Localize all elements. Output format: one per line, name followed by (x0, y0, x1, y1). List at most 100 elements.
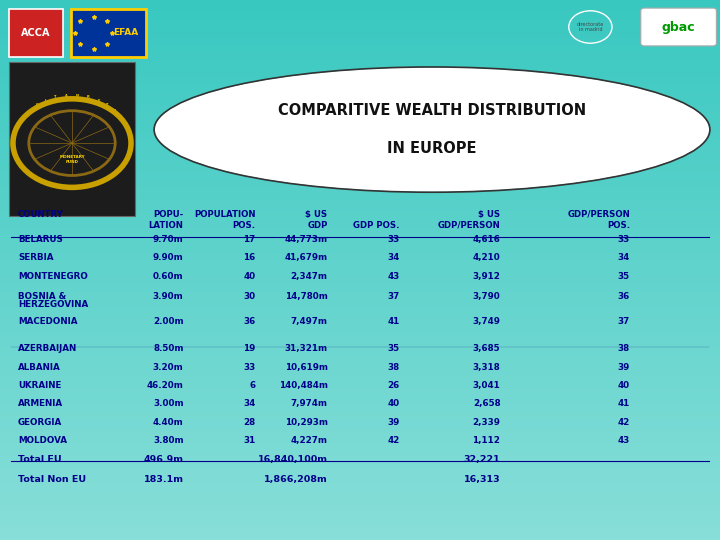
Text: 40: 40 (243, 272, 256, 281)
Bar (0, 500, 720, 502)
Bar (0, 221, 720, 224)
Text: directorate
in madrid: directorate in madrid (577, 22, 604, 32)
Bar (0, 3, 720, 5)
Bar (0, 73, 720, 76)
Text: 31: 31 (243, 436, 256, 445)
Text: MOLDOVA: MOLDOVA (18, 436, 67, 445)
Text: N: N (76, 94, 79, 98)
Bar (0, 170, 720, 173)
Text: T: T (106, 103, 108, 107)
Text: 30: 30 (243, 292, 256, 301)
Bar (0, 332, 720, 335)
Bar (0, 356, 720, 359)
Bar (0, 502, 720, 505)
Bar (0, 497, 720, 500)
Text: 16: 16 (243, 253, 256, 262)
Bar (0, 92, 720, 94)
Bar (0, 16, 720, 19)
Bar (0, 378, 720, 381)
Text: 43: 43 (618, 436, 630, 445)
Bar (0, 0, 720, 3)
Text: MONTENEGRO: MONTENEGRO (18, 272, 88, 281)
Bar (0, 86, 720, 89)
Text: GDP POS.: GDP POS. (353, 220, 400, 230)
Bar (0, 505, 720, 508)
Bar (0, 389, 720, 392)
Bar (0, 459, 720, 462)
Bar (0, 278, 720, 281)
Text: 34: 34 (243, 399, 256, 408)
Bar (0, 124, 720, 127)
Bar (0, 243, 720, 246)
Text: 42: 42 (387, 436, 400, 445)
Bar (0, 38, 720, 40)
Bar (0, 308, 720, 310)
Bar (0, 148, 720, 151)
Bar (0, 246, 720, 248)
Text: POPU-: POPU- (153, 210, 184, 219)
Bar (0, 35, 720, 38)
Bar (0, 135, 720, 138)
Text: GDP/PERSON: GDP/PERSON (567, 210, 630, 219)
FancyBboxPatch shape (71, 9, 146, 57)
Bar (0, 437, 720, 440)
Bar (0, 537, 720, 540)
Bar (0, 454, 720, 456)
FancyBboxPatch shape (641, 8, 716, 46)
Text: T: T (54, 96, 57, 99)
Bar (0, 140, 720, 143)
Text: 28: 28 (243, 417, 256, 427)
Text: ACCA: ACCA (22, 28, 50, 38)
Text: 39: 39 (618, 362, 630, 372)
Text: IN EUROPE: IN EUROPE (387, 141, 477, 156)
Bar (0, 340, 720, 343)
Bar (0, 375, 720, 378)
Bar (0, 343, 720, 346)
Text: gbac: gbac (662, 21, 695, 33)
Bar (0, 424, 720, 427)
Text: 140,484m: 140,484m (279, 381, 328, 390)
Bar (0, 532, 720, 535)
Text: 32,221: 32,221 (464, 455, 500, 464)
Bar (0, 284, 720, 286)
Bar (0, 262, 720, 265)
Bar (0, 324, 720, 327)
Bar (0, 432, 720, 435)
Bar (0, 146, 720, 148)
Text: I: I (45, 99, 46, 103)
Bar (0, 202, 720, 205)
Bar (0, 451, 720, 454)
Bar (0, 119, 720, 122)
Bar (0, 105, 720, 108)
Bar (0, 165, 720, 167)
Text: 3,749: 3,749 (472, 317, 500, 326)
Text: 2,339: 2,339 (472, 417, 500, 427)
Text: 2,658: 2,658 (473, 399, 500, 408)
Bar (0, 240, 720, 243)
Bar (0, 24, 720, 27)
Bar (0, 57, 720, 59)
Bar (0, 49, 720, 51)
Bar (0, 448, 720, 451)
Text: 2.00m: 2.00m (153, 317, 184, 326)
Bar (0, 370, 720, 373)
Bar (0, 122, 720, 124)
Text: GDP/PERSON: GDP/PERSON (438, 220, 500, 230)
Text: 7,497m: 7,497m (291, 317, 328, 326)
Bar (0, 348, 720, 351)
Text: 4.40m: 4.40m (153, 417, 184, 427)
Text: AZERBAIJAN: AZERBAIJAN (18, 344, 77, 353)
Bar (0, 235, 720, 238)
Text: 33: 33 (387, 235, 400, 244)
Bar (0, 11, 720, 14)
Text: 0.60m: 0.60m (153, 272, 184, 281)
Bar (0, 208, 720, 211)
Text: 38: 38 (618, 344, 630, 353)
Bar (0, 526, 720, 529)
Bar (0, 470, 720, 472)
Text: 4,227m: 4,227m (291, 436, 328, 445)
Text: 36: 36 (618, 292, 630, 301)
Text: 41,679m: 41,679m (284, 253, 328, 262)
Bar (0, 313, 720, 316)
Bar (0, 78, 720, 81)
